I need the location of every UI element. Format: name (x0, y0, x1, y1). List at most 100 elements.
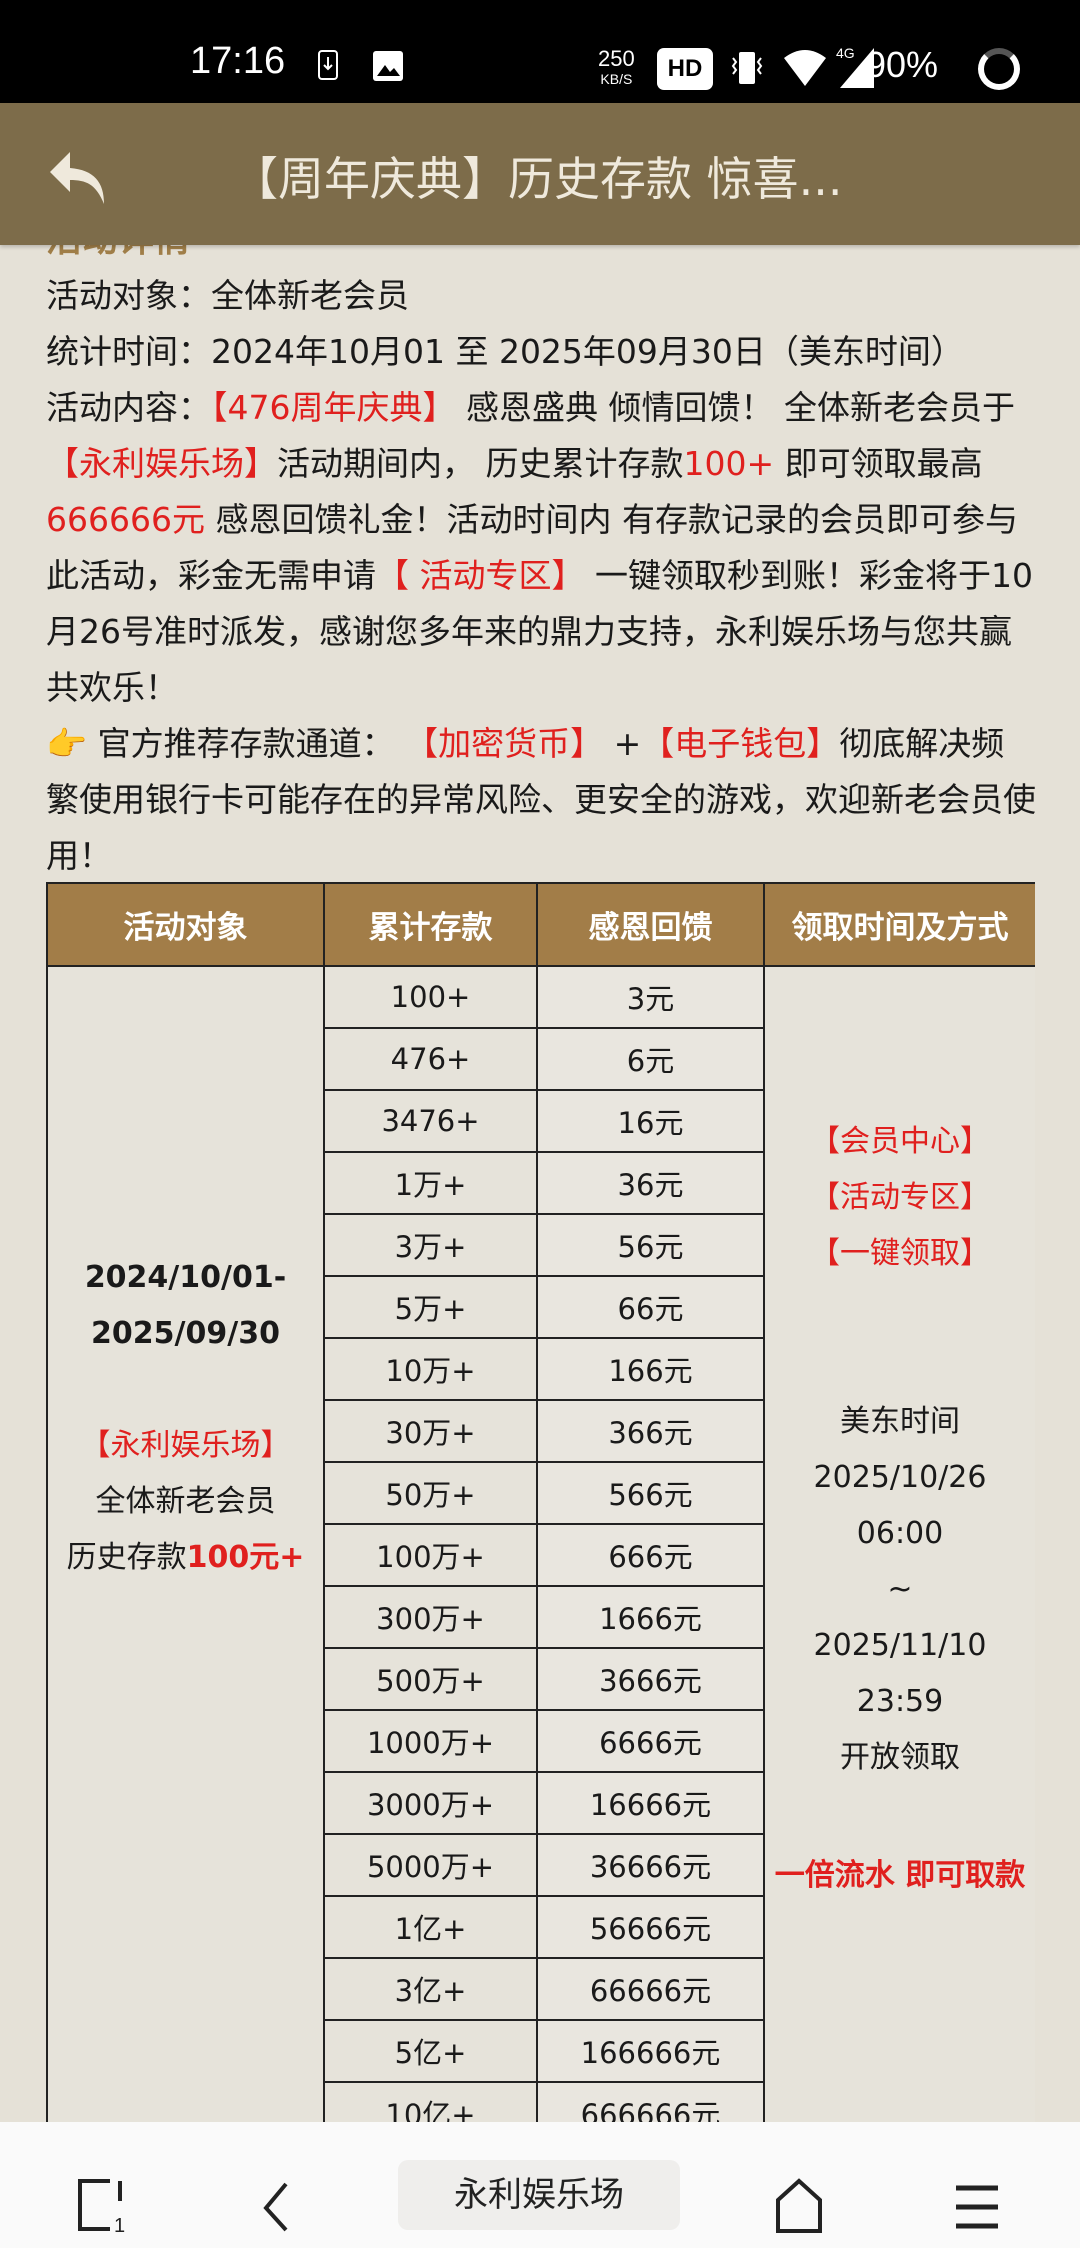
deposit-tier: 30万+ (323, 1399, 538, 1463)
column-header: 累计存款 (323, 882, 538, 967)
signal-4g-icon: 4G (836, 45, 874, 88)
eligibility-cell: 2024/10/01- 2025/09/30 【永利娱乐场】 全体新老会员 历史存款10… (46, 965, 325, 2122)
wagering-note: 一倍流水 即可取款 (774, 1858, 1026, 1893)
claim-time-end-time: 23:59 (856, 1684, 944, 1719)
app-header: 【周年庆典】历史存款 惊喜... (0, 103, 1080, 245)
hd-badge: HD (657, 48, 713, 90)
deposit-tier: 100+ (323, 965, 538, 1029)
deposit-tier: 300万+ (323, 1585, 538, 1649)
back-icon[interactable] (258, 2182, 294, 2232)
deposit-tier: 5万+ (323, 1275, 538, 1339)
page-title: 【周年庆典】历史存款 惊喜... (232, 152, 843, 206)
reward-amount: 666666元 (536, 2081, 765, 2122)
table-row: 1亿+ 56666元 (47, 1895, 1035, 1959)
menu-icon[interactable] (954, 2184, 1000, 2230)
period-start: 2024/10/01- (84, 1260, 287, 1295)
svg-text:1: 1 (114, 2215, 125, 2234)
text-segment: 活动内容： (46, 388, 211, 427)
home-icon[interactable] (772, 2178, 826, 2234)
time-line: 统计时间：2024年10月01 至 2025年09月30日（美东时间） (46, 332, 964, 371)
deposit-tier: 10亿+ (323, 2081, 538, 2122)
text-segment: 活动期间内， 历史累计存款 (277, 444, 684, 483)
image-icon (373, 51, 403, 81)
text-segment: + (603, 724, 642, 763)
bottom-nav: 1 永利娱乐场 (0, 2122, 1080, 2248)
deposit-tier: 1万+ (323, 1151, 538, 1215)
deposit-tier: 3476+ (323, 1089, 538, 1153)
claim-method-cell: 【会员中心】 【活动专区】 【一键领取】 美东时间 2025/10/26 06:00 ~20… (763, 965, 1035, 2122)
deposit-tier: 5亿+ (323, 2019, 538, 2083)
deposit-tier: 500万+ (323, 1647, 538, 1711)
reward-amount: 66666元 (536, 1957, 765, 2021)
reward-amount: 36666元 (536, 1833, 765, 1897)
reward-amount: 166元 (536, 1337, 765, 1401)
table-row: 10万+ 166元 (47, 1337, 1035, 1401)
activity-details: 活动详情 活动对象：全体新老会员 统计时间：2024年10月01 至 2025年… (46, 212, 1036, 884)
reward-amount: 166666元 (536, 2019, 765, 2083)
reward-table: 活动对象 累计存款 感恩回馈 领取时间及方式 2024/10/01- 2025/0… (46, 882, 1035, 2122)
table-row: 1000万+ 6666元 (47, 1709, 1035, 1773)
svg-text:4G: 4G (836, 45, 855, 61)
reward-amount: 6元 (536, 1027, 765, 1091)
back-arrow-icon[interactable] (46, 148, 114, 208)
text-segment: 彻底解决频繁使用银行卡可能存在的异常风险、更安全的游戏，欢迎新老会员使用！ (46, 724, 1036, 875)
vibrate-icon (731, 52, 763, 84)
highlight-text: 【永利娱乐场】 (46, 444, 277, 483)
reward-amount: 16元 (536, 1089, 765, 1153)
wifi-icon (784, 50, 826, 86)
highlight-text: 【电子钱包】 (641, 724, 840, 763)
deposit-tier: 3亿+ (323, 1957, 538, 2021)
deposit-value: 100元+ (186, 1540, 305, 1575)
deposit-tier: 476+ (323, 1027, 538, 1091)
target-line: 活动对象：全体新老会员 (46, 276, 409, 315)
table-row: 5000万+ 36666元 (47, 1833, 1035, 1897)
battery-icon (978, 48, 1020, 90)
table-row: 50万+ 566元 (47, 1461, 1035, 1525)
deposit-tier: 50万+ (323, 1461, 538, 1525)
download-icon (318, 50, 338, 80)
claim-step: 【活动专区】 (810, 1180, 990, 1215)
text-segment: 即可领取最高 (774, 444, 983, 483)
highlight-text: 666666元 (46, 500, 205, 539)
column-header: 感恩回馈 (536, 882, 765, 967)
deposit-tier: 100万+ (323, 1523, 538, 1587)
deposit-tier: 3万+ (323, 1213, 538, 1277)
column-header: 领取时间及方式 (763, 882, 1035, 967)
reward-amount: 66元 (536, 1275, 765, 1339)
reward-amount: 3元 (536, 965, 765, 1029)
reward-amount: 666元 (536, 1523, 765, 1587)
deposit-tier: 3000万+ (323, 1771, 538, 1835)
site-title-button[interactable]: 永利娱乐场 (398, 2160, 680, 2230)
table-row: 3万+ 56元 (47, 1213, 1035, 1277)
recommended-channels: 👉 官方推荐存款通道： 【加密货币】 +【电子钱包】彻底解决频繁使用银行卡可能存… (46, 716, 1036, 884)
reward-amount: 6666元 (536, 1709, 765, 1773)
table-row: 1万+ 36元 (47, 1151, 1035, 1215)
table-row: 30万+ 366元 (47, 1399, 1035, 1463)
highlight-text: 【 活动专区】 (376, 556, 585, 595)
text-segment: 感恩回馈礼金！活动时间内 有存款记录的会员即可参与此活动，彩金无需申请 (46, 500, 1018, 595)
table-row: 3亿+ 66666元 (47, 1957, 1035, 2021)
reward-amount: 3666元 (536, 1647, 765, 1711)
reward-amount: 56元 (536, 1213, 765, 1277)
net-speed: 250 KB/S (598, 46, 635, 88)
highlight-text: 【476周年庆典】 (211, 388, 456, 427)
table-row: 500万+ 3666元 (47, 1647, 1035, 1711)
reward-amount: 56666元 (536, 1895, 765, 1959)
venue: 【永利娱乐场】 (80, 1428, 291, 1463)
text-segment: 一键领取秒到账！彩金将于10月26号准时派发，感谢您多年来的鼎力支持，永利娱乐场… (46, 556, 1033, 707)
claim-time-tilde: ~ (887, 1572, 913, 1607)
table-row: 3476+ 16元 (47, 1089, 1035, 1153)
period-end: 2025/09/30 (91, 1316, 280, 1351)
claim-time-start-date: 2025/10/26 (813, 1460, 987, 1495)
column-header: 活动对象 (46, 882, 325, 967)
table-row: 300万+ 1666元 (47, 1585, 1035, 1649)
deposit-tier: 5000万+ (323, 1833, 538, 1897)
claim-time-end-date: 2025/11/10 (813, 1628, 987, 1663)
table-row: 5亿+ 166666元 (47, 2019, 1035, 2083)
claim-step: 【一键领取】 (810, 1236, 990, 1271)
reward-amount: 16666元 (536, 1771, 765, 1835)
status-bar: 17:16 250 KB/S HD 4G 90% (0, 0, 1080, 103)
tabs-icon[interactable]: 1 (76, 2178, 128, 2234)
members: 全体新老会员 (95, 1484, 276, 1519)
deposit-tier: 1亿+ (323, 1895, 538, 1959)
